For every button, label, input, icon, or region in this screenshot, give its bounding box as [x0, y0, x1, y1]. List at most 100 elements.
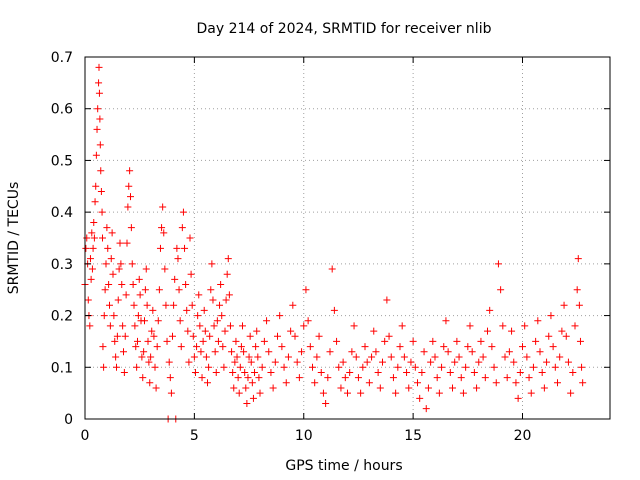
data-point — [102, 260, 110, 268]
data-point — [486, 306, 494, 314]
data-point — [477, 337, 485, 345]
data-point — [239, 322, 246, 330]
data-point — [449, 384, 456, 392]
data-point — [208, 260, 216, 268]
data-point — [442, 317, 450, 325]
data-point — [300, 322, 308, 330]
data-point — [330, 306, 338, 314]
y-tick-label: 0.4 — [51, 205, 73, 221]
data-point — [309, 363, 316, 371]
data-point — [414, 379, 421, 387]
data-point — [162, 301, 170, 309]
data-point — [481, 374, 489, 382]
data-point — [311, 379, 319, 387]
data-point — [514, 394, 522, 402]
data-point — [92, 151, 100, 159]
data-point — [151, 363, 159, 371]
data-point — [549, 343, 557, 351]
data-point — [368, 353, 376, 361]
data-point — [473, 384, 481, 392]
data-points — [81, 63, 587, 423]
grid — [85, 57, 610, 419]
data-point — [435, 389, 443, 397]
data-point — [129, 281, 137, 289]
data-point — [220, 363, 228, 371]
data-point — [525, 374, 533, 382]
data-point — [529, 363, 537, 371]
data-point — [117, 260, 125, 268]
data-point — [276, 312, 284, 320]
data-point — [278, 343, 286, 351]
data-point — [113, 363, 120, 371]
data-point — [579, 379, 587, 387]
data-point — [214, 337, 222, 345]
data-point — [90, 218, 98, 226]
data-point — [352, 353, 360, 361]
data-point — [89, 244, 97, 252]
data-point — [510, 358, 518, 366]
data-point — [337, 384, 345, 392]
data-point — [133, 363, 141, 371]
data-point — [108, 229, 116, 237]
data-point — [295, 374, 303, 382]
data-point — [100, 312, 108, 320]
data-point — [147, 353, 155, 361]
data-point — [125, 182, 133, 190]
data-point — [429, 337, 437, 345]
y-tick-label: 0.5 — [51, 153, 73, 169]
data-point — [396, 343, 404, 351]
data-point — [252, 343, 260, 351]
data-point — [246, 332, 254, 340]
data-point — [248, 379, 256, 387]
data-point — [536, 348, 544, 356]
y-tick-label: 0.1 — [51, 360, 73, 376]
data-point — [96, 141, 104, 149]
data-point — [255, 374, 263, 382]
data-point — [576, 337, 584, 345]
data-point — [457, 374, 465, 382]
data-point — [348, 348, 356, 356]
data-point — [223, 270, 231, 278]
data-point — [554, 379, 561, 387]
data-point — [194, 312, 202, 320]
data-point — [422, 405, 430, 413]
data-point — [333, 337, 341, 345]
data-point — [213, 317, 221, 325]
plot-frame — [84, 56, 611, 420]
x-tick-label: 0 — [81, 428, 90, 444]
data-point — [122, 291, 130, 299]
data-point — [111, 337, 119, 345]
data-point — [93, 125, 101, 133]
data-point — [497, 286, 505, 294]
data-point — [229, 368, 237, 376]
data-point — [138, 353, 146, 361]
data-point — [193, 343, 201, 351]
data-point — [267, 368, 275, 376]
y-axis-label: SRMTID / TECUs — [6, 182, 22, 295]
data-point — [128, 260, 136, 268]
data-point — [209, 296, 217, 304]
data-point — [191, 368, 199, 376]
data-point — [385, 332, 393, 340]
data-point — [405, 384, 413, 392]
data-point — [104, 244, 112, 252]
data-point — [538, 368, 546, 376]
data-point — [547, 312, 555, 320]
data-point — [176, 317, 184, 325]
data-point — [94, 105, 102, 113]
data-point — [431, 353, 439, 361]
data-point — [99, 343, 107, 351]
data-point — [398, 322, 406, 330]
data-point — [105, 281, 113, 289]
data-point — [188, 301, 196, 309]
data-point — [179, 208, 187, 216]
data-point — [161, 265, 169, 273]
data-point — [204, 379, 211, 387]
data-point — [131, 322, 139, 330]
data-point — [567, 389, 575, 397]
data-point — [146, 379, 154, 387]
data-point — [254, 353, 262, 361]
data-point — [126, 167, 134, 175]
data-point — [95, 79, 103, 87]
data-point — [158, 224, 166, 232]
